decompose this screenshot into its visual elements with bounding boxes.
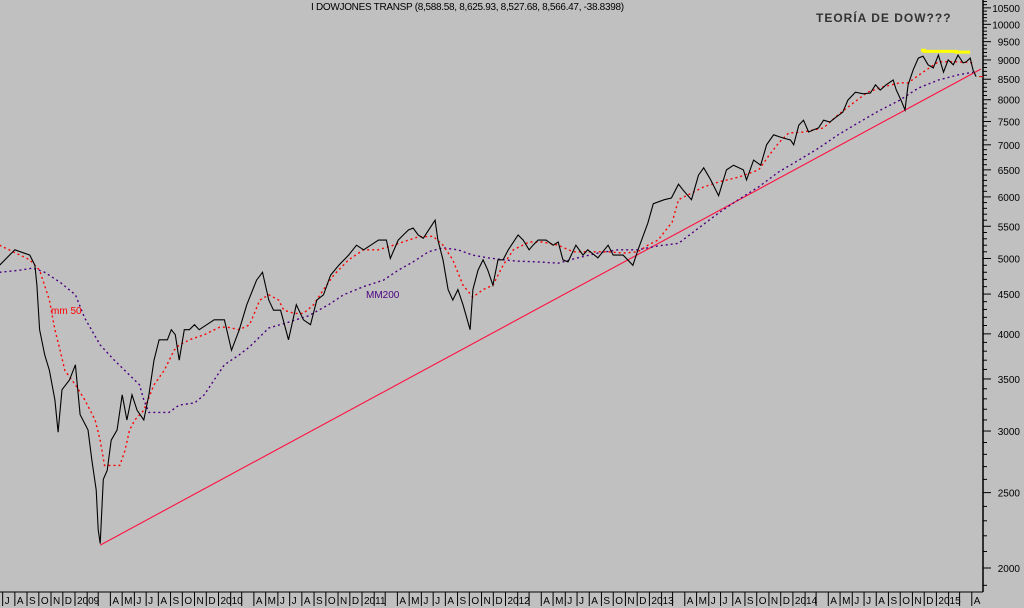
- x-tick-label: N: [53, 596, 60, 607]
- y-tick-label: 9000: [998, 56, 1021, 67]
- y-tick-label: 7000: [998, 141, 1021, 152]
- ma50-line: [0, 61, 974, 467]
- y-tick-label: 7500: [998, 118, 1021, 129]
- x-tick-label: 2012: [508, 596, 531, 607]
- x-tick-label: S: [460, 596, 467, 607]
- x-tick-label: D: [926, 596, 933, 607]
- y-tick-label: 3000: [998, 427, 1021, 438]
- x-tick-label: S: [603, 596, 610, 607]
- x-tick-label: 2011: [364, 596, 386, 607]
- y-tick-label: 4500: [998, 290, 1021, 301]
- x-tick-label: O: [184, 596, 192, 607]
- x-tick-label: S: [316, 596, 323, 607]
- x-tick-label: A: [17, 596, 24, 607]
- x-tick-label: N: [627, 596, 634, 607]
- x-tick-label: M: [124, 596, 132, 607]
- x-tick-label: J: [280, 596, 285, 607]
- x-tick-label: S: [29, 596, 36, 607]
- x-tick-label: A: [591, 596, 598, 607]
- y-tick-label: 10500: [992, 4, 1020, 15]
- y-tick-label: 2500: [998, 489, 1021, 500]
- x-tick-label: D: [352, 596, 359, 607]
- x-tick-label: A: [160, 596, 167, 607]
- x-tick-label: 2010: [221, 596, 244, 607]
- x-tick-label: N: [197, 596, 204, 607]
- x-tick-label: M: [842, 596, 850, 607]
- ma200-label: MM200: [366, 290, 400, 301]
- x-tick-label: N: [484, 596, 491, 607]
- x-tick-label: M: [555, 596, 563, 607]
- y-tick-label: 3500: [998, 375, 1021, 386]
- x-tick-label: 2014: [795, 596, 818, 607]
- x-tick-label: J: [292, 596, 297, 607]
- x-tick-label: O: [328, 596, 336, 607]
- x-tick-label: S: [747, 596, 754, 607]
- x-tick-label: 2013: [651, 596, 674, 607]
- x-tick-label: A: [687, 596, 694, 607]
- x-tick-label: A: [735, 596, 742, 607]
- x-tick-label: D: [208, 596, 215, 607]
- x-tick-label: J: [711, 596, 716, 607]
- price-line: [0, 53, 977, 544]
- x-tick-label: J: [5, 596, 10, 607]
- resistance-line: [921, 48, 971, 54]
- x-tick-label: A: [830, 596, 837, 607]
- x-tick-label: J: [567, 596, 572, 607]
- x-tick-label: M: [268, 596, 276, 607]
- y-tick-label: 2000: [998, 564, 1021, 575]
- x-tick-label: M: [411, 596, 419, 607]
- x-tick-label: A: [304, 596, 311, 607]
- x-tick-label: D: [783, 596, 790, 607]
- ma200-line: [0, 71, 974, 414]
- x-tick-label: N: [914, 596, 921, 607]
- x-tick-label: S: [173, 596, 180, 607]
- x-tick-label: J: [723, 596, 728, 607]
- annotation-text: TEORÍA DE DOW???: [816, 11, 952, 25]
- x-tick-label: D: [65, 596, 72, 607]
- x-tick-label: A: [447, 596, 454, 607]
- x-tick-label: M: [699, 596, 707, 607]
- y-tick-label: 4000: [998, 330, 1021, 341]
- x-tick-label: O: [41, 596, 49, 607]
- x-tick-label: J: [435, 596, 440, 607]
- chart-title: I DOWJONES TRANSP (8,588.58, 8,625.93, 8…: [311, 2, 624, 13]
- x-tick-label: A: [974, 596, 981, 607]
- x-tick-label: J: [423, 596, 428, 607]
- x-tick-label: A: [399, 596, 406, 607]
- x-tick-label: J: [148, 596, 153, 607]
- x-tick-label: O: [759, 596, 767, 607]
- y-tick-label: 5000: [998, 254, 1021, 265]
- x-tick-label: J: [136, 596, 141, 607]
- ma50-label: mm 50: [51, 306, 82, 317]
- x-tick-label: S: [890, 596, 897, 607]
- x-tick-label: O: [471, 596, 479, 607]
- y-tick-label: 9500: [998, 38, 1021, 49]
- y-tick-label: 6500: [998, 166, 1021, 177]
- x-tick-label: D: [495, 596, 502, 607]
- y-tick-label: 8000: [998, 96, 1021, 107]
- y-tick-label: 5500: [998, 222, 1021, 233]
- x-tick-label: A: [112, 596, 119, 607]
- x-tick-label: J: [854, 596, 859, 607]
- x-tick-label: J: [866, 596, 871, 607]
- x-tick-label: O: [615, 596, 623, 607]
- y-tick-label: 10000: [992, 20, 1020, 31]
- y-tick-label: 8500: [998, 75, 1021, 86]
- x-tick-label: 2009: [77, 596, 100, 607]
- x-tick-label: N: [771, 596, 778, 607]
- x-tick-label: O: [902, 596, 910, 607]
- x-tick-label: A: [256, 596, 263, 607]
- x-tick-label: 2015: [938, 596, 961, 607]
- x-tick-label: D: [639, 596, 646, 607]
- x-tick-label: J: [579, 596, 584, 607]
- y-tick-label: 6000: [998, 193, 1021, 204]
- x-tick-label: A: [543, 596, 550, 607]
- trendline-line: [99, 68, 982, 546]
- x-tick-label: A: [878, 596, 885, 607]
- x-tick-label: N: [340, 596, 347, 607]
